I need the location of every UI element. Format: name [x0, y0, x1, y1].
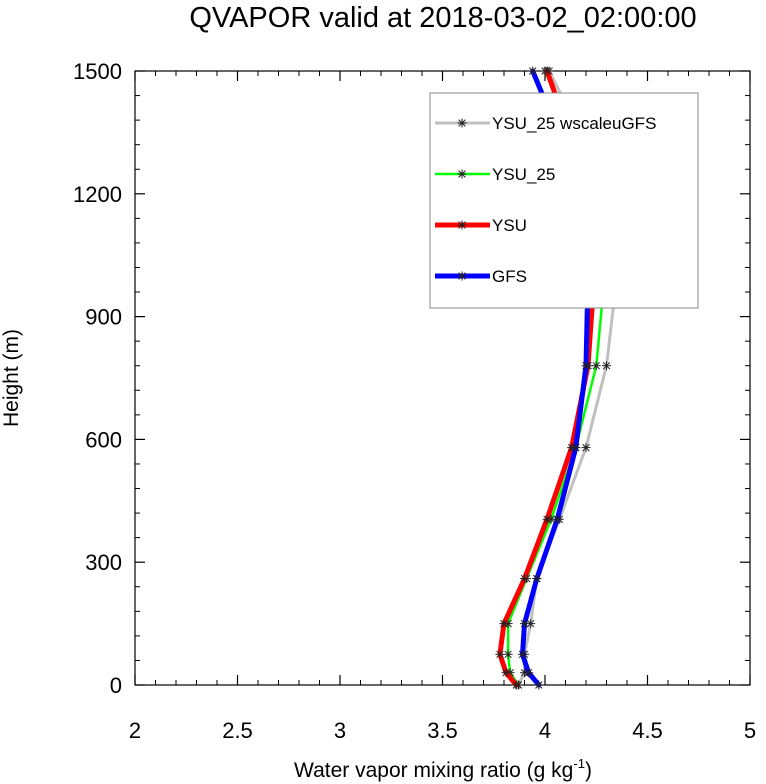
legend-entry-3: GFS	[435, 267, 527, 286]
legend-entry-2: YSU	[435, 216, 527, 235]
legend-marker	[457, 169, 467, 179]
data-point	[602, 361, 611, 371]
y-tick-label: 300	[85, 550, 122, 575]
x-tick-label: 4.5	[632, 718, 663, 743]
x-tick-label: 3	[334, 718, 346, 743]
legend: YSU_25 wscaleuGFS YSU_25 YSU GFS	[429, 92, 699, 309]
data-point	[528, 66, 538, 76]
data-point	[591, 361, 601, 371]
data-point	[524, 668, 534, 678]
x-axis-title-main: Water vapor mixing ratio (g kg	[294, 759, 573, 782]
y-tick-label: 600	[85, 427, 122, 452]
data-point	[499, 619, 509, 629]
data-point	[552, 514, 562, 524]
data-point	[534, 680, 544, 690]
data-point	[571, 443, 581, 453]
x-tick-label: 3.5	[427, 718, 458, 743]
data-point	[503, 649, 513, 659]
x-axis-title-superscript: -1	[573, 756, 585, 771]
chart-title: QVAPOR valid at 2018-03-02_02:00:00	[189, 2, 696, 34]
legend-marker	[457, 271, 467, 281]
tick-marks	[134, 70, 751, 686]
data-point	[581, 443, 591, 453]
y-tick-label: 1200	[73, 182, 122, 207]
legend-label: GFS	[492, 267, 527, 286]
data-point	[542, 66, 552, 76]
y-axis-title: Height (m)	[0, 329, 23, 427]
legend-entry-1: YSU_25	[435, 165, 555, 184]
data-point	[495, 649, 505, 659]
legend-marker	[457, 118, 467, 128]
data-point	[581, 361, 591, 371]
data-point	[517, 649, 527, 659]
y-tick-label: 1500	[73, 59, 122, 84]
data-point	[520, 574, 529, 584]
data-point	[532, 574, 542, 584]
y-tick-label: 0	[110, 673, 122, 698]
y-tick-label: 900	[85, 305, 122, 330]
legend-entry-0: YSU_25 wscaleuGFS	[435, 114, 656, 133]
legend-label: YSU	[492, 216, 527, 235]
x-tick-labels: 2 2.5 3 3.5 4 4.5 5	[129, 718, 756, 743]
legend-label: YSU_25	[492, 165, 555, 184]
legend-marker	[457, 220, 467, 230]
data-point	[520, 619, 529, 629]
legend-frame	[429, 92, 699, 309]
data-point	[501, 668, 511, 678]
x-axis-title-tail: )	[585, 759, 592, 782]
legend-label: YSU_25 wscaleuGFS	[492, 114, 656, 133]
x-tick-label: 4	[539, 718, 551, 743]
x-tick-label: 2.5	[222, 718, 253, 743]
y-tick-labels: 0 300 600 900 1200 1500	[73, 59, 122, 698]
x-tick-label: 2	[129, 718, 141, 743]
data-point	[542, 514, 552, 524]
x-axis-title: Water vapor mixing ratio (g kg-1)	[294, 756, 592, 782]
data-point	[511, 680, 521, 690]
x-tick-label: 5	[744, 718, 756, 743]
